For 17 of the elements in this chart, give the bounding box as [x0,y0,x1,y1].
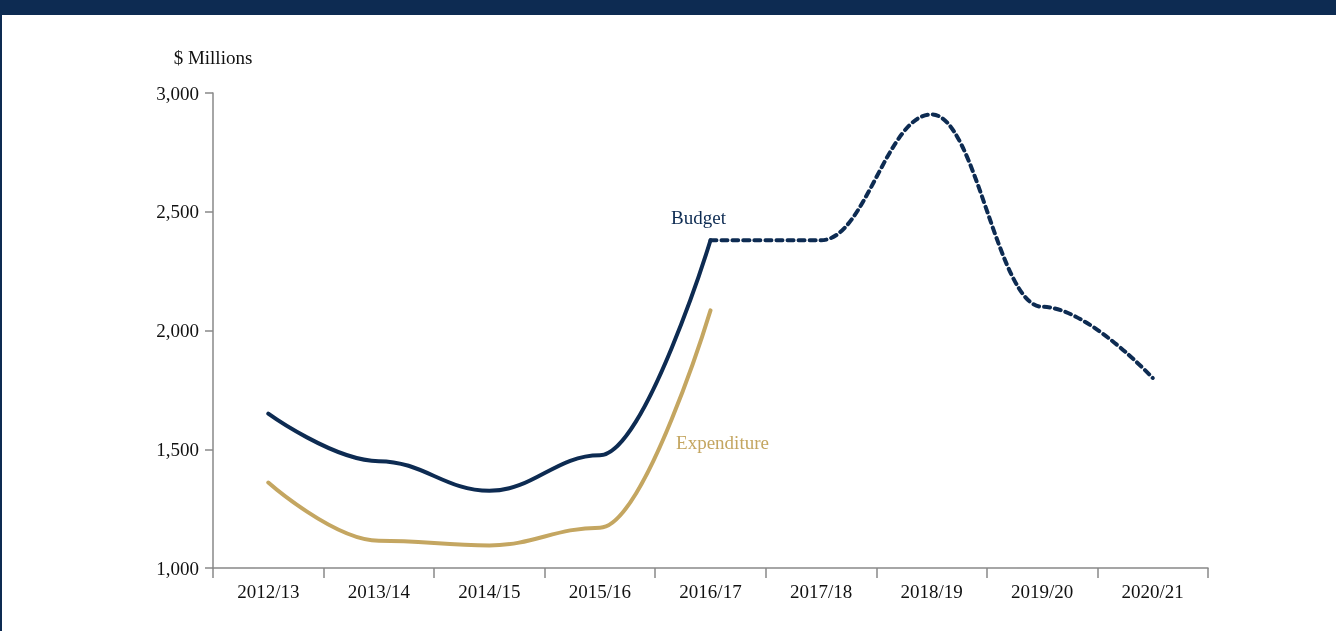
y-tick-label: 2,000 [156,320,199,341]
y-tick-label: 2,500 [156,201,199,223]
series-label: Budget [671,207,727,229]
x-tick-label: 2019/20 [1011,581,1074,602]
x-tick-label: 2017/18 [789,581,853,602]
x-tick-label: 2015/16 [568,581,632,602]
y-axis-title: $ Millions [173,47,253,68]
x-tick-label: 2012/13 [237,581,300,602]
series-label: Expenditure [676,432,769,454]
x-tick-label: 2014/15 [458,581,521,602]
x-tick-label: 2020/21 [1121,581,1184,602]
x-tick-label: 2018/19 [900,581,963,602]
y-tick-label: 1,500 [156,438,199,460]
x-tick-label: 2016/17 [679,581,742,602]
y-tick-label: 1,000 [156,557,199,579]
x-tick-label: 2013/14 [347,581,411,602]
y-tick-label: 3,000 [156,82,199,104]
